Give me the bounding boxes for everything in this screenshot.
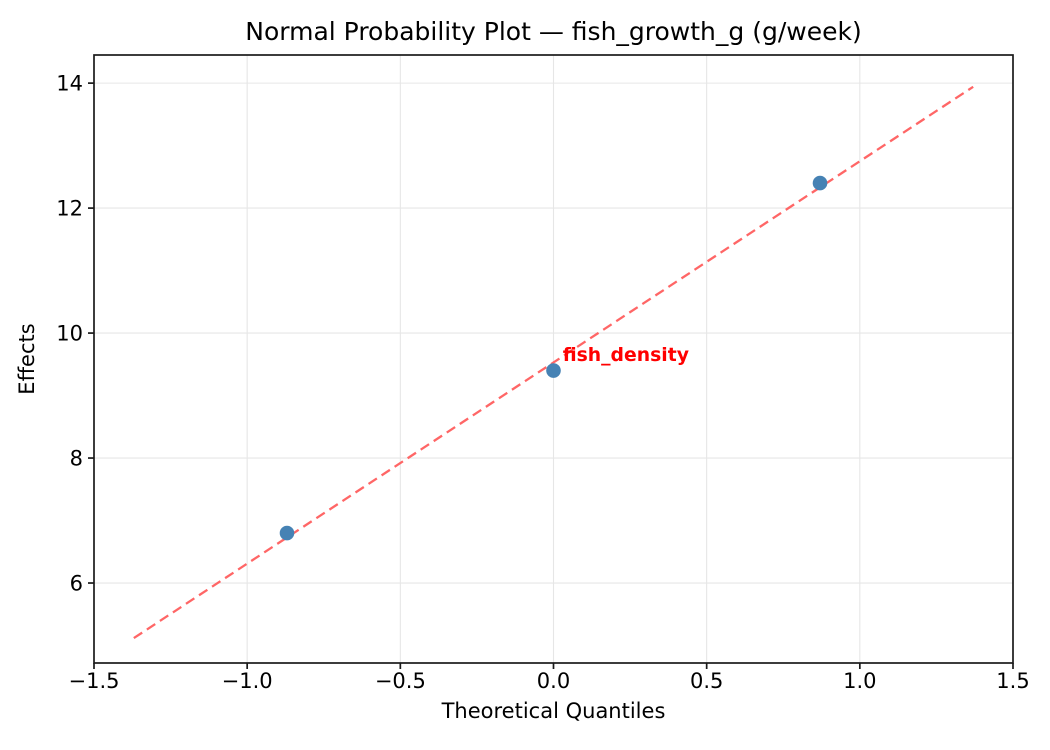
x-tick-label: −0.5 [375, 669, 426, 693]
y-tick-label: 14 [56, 72, 83, 96]
x-tick-label: 0.0 [537, 669, 570, 693]
y-tick-label: 8 [70, 447, 83, 471]
fit-line [133, 85, 974, 640]
y-axis-label: Effects [15, 323, 39, 395]
x-axis-label: Theoretical Quantiles [441, 699, 666, 723]
x-tick-label: 1.5 [996, 669, 1029, 693]
chart-title: Normal Probability Plot — fish_growth_g … [245, 17, 862, 46]
data-point [812, 175, 828, 191]
data-point [546, 363, 561, 378]
data-point [279, 525, 295, 541]
x-tick-label: −1.5 [69, 669, 120, 693]
x-tick-label: 0.5 [690, 669, 723, 693]
annotation-label: fish_density [563, 345, 689, 366]
y-tick-label: 6 [70, 572, 83, 596]
x-tick-label: −1.0 [222, 669, 273, 693]
y-tick-label: 10 [56, 322, 83, 346]
y-tick-label: 12 [56, 197, 83, 221]
x-tick-label: 1.0 [843, 669, 876, 693]
